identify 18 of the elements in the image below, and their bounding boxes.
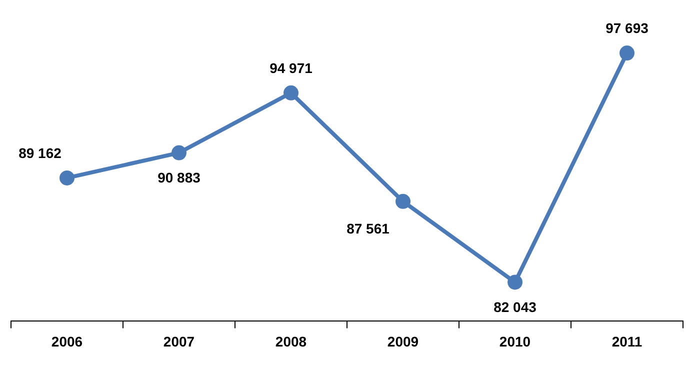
x-tick-label: 2006 [51,333,83,350]
x-tick-label: 2008 [275,333,307,350]
point [284,85,298,100]
point [60,170,74,186]
data-label: 90 883 [158,170,201,186]
data-label: 87 561 [346,220,390,236]
x-tick-label: 2009 [387,333,419,350]
data-label: 82 043 [494,299,537,316]
data-label: 94 971 [270,60,313,76]
point [620,46,634,61]
x-tick-label: 2010 [499,333,531,350]
point [508,274,522,290]
x-tick-label: 2011 [612,333,642,350]
data-label: 97 693 [606,20,649,36]
point [396,194,410,209]
point [172,145,186,160]
data-label: 89 162 [18,144,62,161]
x-tick-label: 2007 [163,333,195,350]
